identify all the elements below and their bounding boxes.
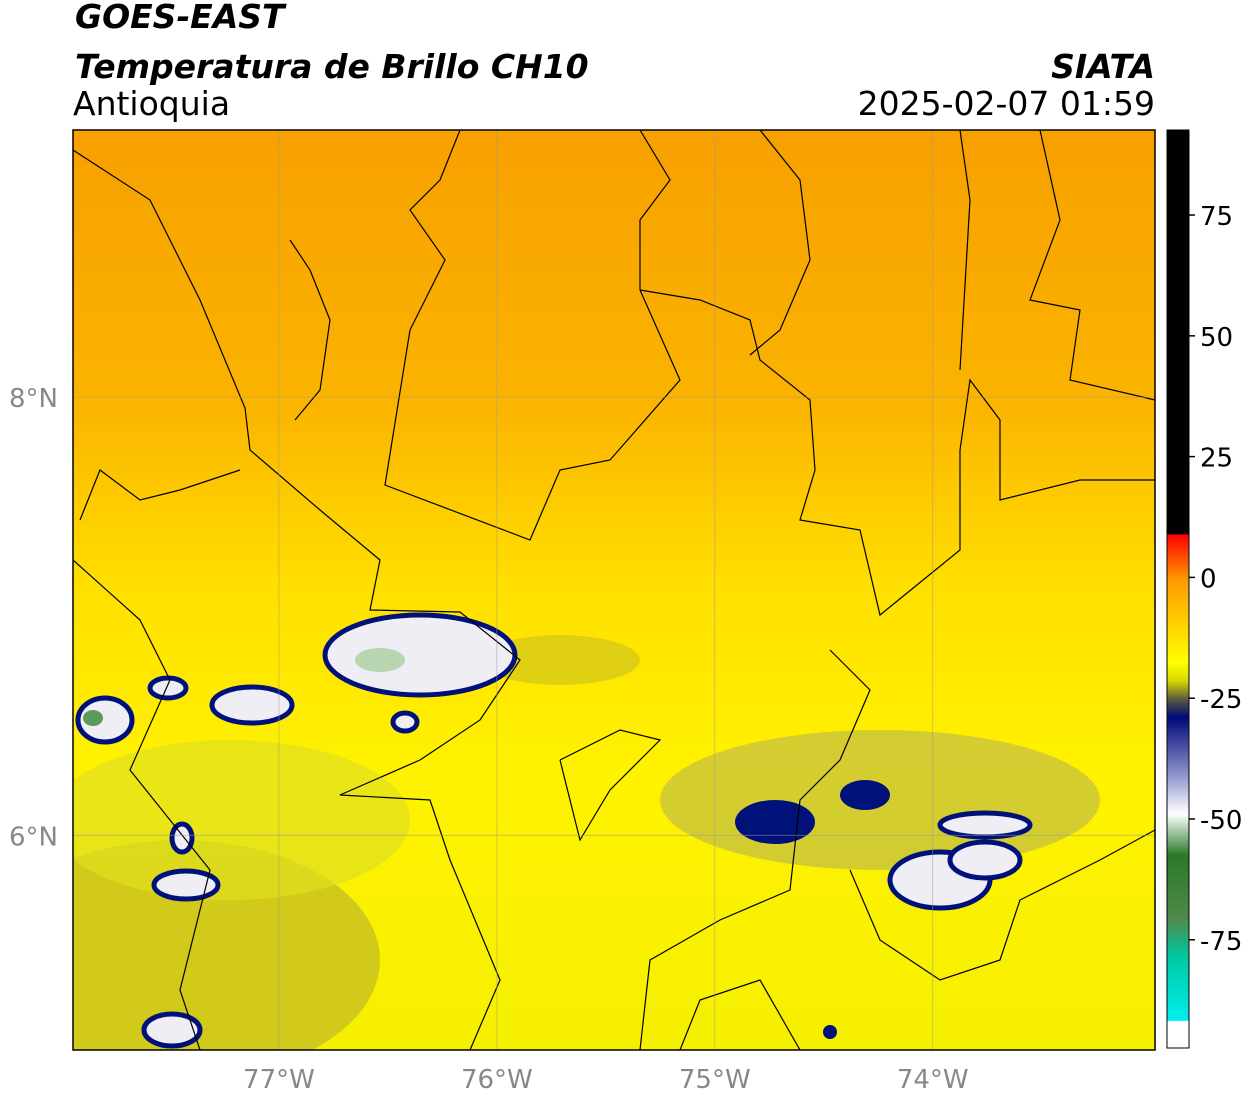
colorbar-tick-label: -75 [1200,927,1242,957]
x-tick-label: 76°W [461,1065,533,1095]
x-tick-label: 74°W [897,1065,969,1095]
y-tick-label: 8°N [9,384,58,414]
map-field [73,130,1155,1050]
x-tick-label: 77°W [243,1065,315,1095]
colorbar-tick-label: 0 [1200,564,1217,594]
colorbar [1166,129,1190,1049]
source: SIATA [1051,47,1155,86]
colorbar-tick-label: 25 [1200,444,1233,474]
y-tick-label: 6°N [9,822,58,852]
region: Antioquia [73,84,230,123]
title: GOES-EAST [75,0,287,36]
gridlines [73,130,1155,1050]
datetime: 2025-02-07 01:59 [858,84,1155,123]
colorbar-tick-label: 75 [1200,202,1233,232]
x-tick-label: 75°W [679,1065,751,1095]
colorbar-tick-label: -25 [1200,685,1242,715]
subtitle: Temperatura de Brillo CH10 [75,47,589,86]
colorbar-tick-label: 50 [1200,323,1233,353]
map-frame [72,129,1156,1051]
colorbar-tick-label: -50 [1200,806,1242,836]
